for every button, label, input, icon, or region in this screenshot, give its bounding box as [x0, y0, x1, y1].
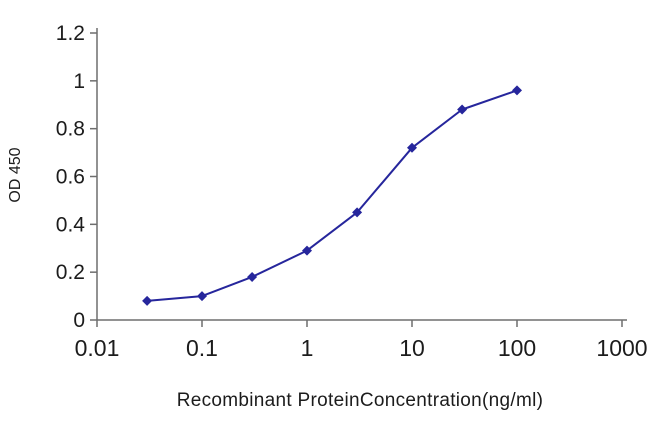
- x-axis-title: Recombinant ProteinConcentration(ng/ml): [176, 390, 544, 411]
- y-tick-label: 0: [73, 309, 85, 332]
- data-point-marker: [457, 104, 468, 115]
- data-point-marker: [197, 291, 207, 302]
- x-tick-label: 1000: [596, 335, 647, 361]
- y-tick-label: 1: [73, 70, 85, 93]
- data-point-marker: [302, 245, 312, 256]
- y-axis-title: OD 450: [7, 147, 24, 203]
- y-tick-label: 0.8: [56, 118, 85, 141]
- data-point-marker: [352, 207, 363, 218]
- series-line: [147, 89, 518, 302]
- data-point-marker: [247, 271, 258, 282]
- x-tick-label: 1: [301, 335, 314, 361]
- y-tick-label: 1.2: [56, 22, 85, 45]
- data-point-marker: [407, 142, 417, 153]
- data-point-marker: [142, 295, 153, 306]
- x-tick-label: 0.1: [186, 335, 218, 361]
- x-tick-label: 10: [399, 335, 425, 361]
- data-point-marker: [512, 85, 522, 96]
- x-tick-label: 100: [498, 335, 536, 361]
- y-tick-label: 0.4: [56, 213, 86, 236]
- y-tick-label: 0.6: [56, 166, 85, 189]
- x-tick-label: 0.01: [75, 335, 120, 361]
- y-tick-label: 0.2: [56, 261, 85, 284]
